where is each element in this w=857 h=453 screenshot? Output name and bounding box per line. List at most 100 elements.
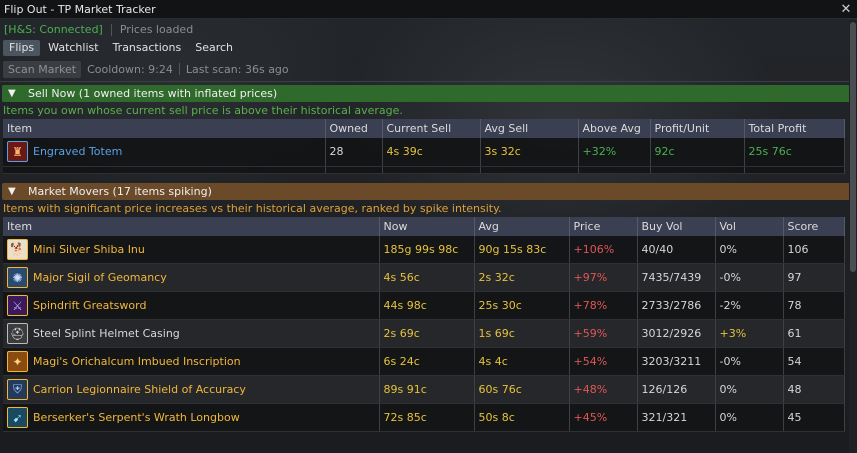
column-header[interactable]: Above Avg <box>578 119 651 138</box>
score-cell: 54 <box>783 347 845 376</box>
score-cell: 45 <box>783 403 845 432</box>
item-name[interactable]: Carrion Legionnaire Shield of Accuracy <box>33 383 246 396</box>
avg-cell: 2s 32c <box>474 263 570 292</box>
collapse-arrow-icon: ▼ <box>8 185 16 197</box>
price-cell: +59% <box>569 319 638 348</box>
greatsword-icon: ⚔ <box>7 295 28 316</box>
item-name[interactable]: Mini Silver Shiba Inu <box>33 242 145 256</box>
last-scan-text: Last scan: 36s ago <box>185 62 289 76</box>
vol-cell: +3% <box>715 319 784 348</box>
item-name[interactable]: Berserker's Serpent's Wrath Longbow <box>33 411 240 424</box>
totem-icon: ♜ <box>7 141 28 163</box>
item-name[interactable]: Major Sigil of Geomancy <box>33 271 167 284</box>
table-row[interactable]: ⚔ Spindrift Greatsword 44s 98c 25s 30c +… <box>3 291 845 320</box>
price-cell: +106% <box>569 235 638 264</box>
tab-search[interactable]: Search <box>195 40 234 54</box>
table-header-row: Item Owned Current Sell Avg Sell Above A… <box>3 119 845 138</box>
column-header[interactable]: Avg <box>474 216 570 236</box>
helmet-icon: ⛑ <box>7 323 28 344</box>
table-row[interactable]: ✦ Magi's Orichalcum Imbued Inscription 6… <box>3 347 845 376</box>
separator <box>0 81 857 82</box>
column-header[interactable]: Avg Sell <box>480 119 579 138</box>
table-row[interactable]: ➹ Berserker's Serpent's Wrath Longbow 72… <box>3 403 845 432</box>
score-cell: 78 <box>783 291 845 320</box>
shiba-icon: 🐕 <box>7 238 28 260</box>
vol-cell: -2% <box>715 291 784 320</box>
column-header[interactable]: Item <box>3 216 380 236</box>
item-cell: ⚔ Spindrift Greatsword <box>3 291 380 320</box>
divider <box>178 63 180 75</box>
column-header[interactable]: Now <box>379 216 475 236</box>
item-name[interactable]: Magi's Orichalcum Imbued Inscription <box>33 355 241 368</box>
avg-cell: 25s 30c <box>474 291 570 320</box>
table-row[interactable]: 🐕 Mini Silver Shiba Inu 185g 99s 98c 90g… <box>3 235 845 264</box>
column-header[interactable]: Item <box>3 119 326 138</box>
item-name[interactable]: Spindrift Greatsword <box>33 299 147 312</box>
tab-transactions[interactable]: Transactions <box>112 40 182 54</box>
table-row[interactable]: ⛨ Carrion Legionnaire Shield of Accuracy… <box>3 375 845 404</box>
connection-status: [H&S: Connected] <box>4 23 103 36</box>
now-cell: 89s 91c <box>379 375 475 404</box>
column-header[interactable]: Current Sell <box>382 119 481 138</box>
vol-cell: -0% <box>715 263 784 292</box>
owned-cell: 28 <box>325 138 383 167</box>
status-row: [H&S: Connected] Prices loaded <box>0 20 857 39</box>
price-cell: +78% <box>569 291 638 320</box>
table-header-row: Item Now Avg Price Buy Vol Vol Score <box>3 216 845 236</box>
scan-market-button[interactable]: Scan Market <box>3 60 82 78</box>
total-profit-cell: 25s 76c <box>744 138 845 167</box>
sell-now-table: Item Owned Current Sell Avg Sell Above A… <box>3 119 845 174</box>
vertical-scrollbar[interactable] <box>849 20 857 453</box>
now-cell: 4s 56c <box>379 263 475 292</box>
item-name[interactable]: Steel Splint Helmet Casing <box>33 327 180 340</box>
item-name[interactable]: Engraved Totem <box>33 145 123 159</box>
table-row[interactable]: ✺ Major Sigil of Geomancy 4s 56c 2s 32c … <box>3 263 845 292</box>
buy-vol-cell: 126/126 <box>637 375 716 404</box>
window-title: Flip Out - TP Market Tracker <box>4 2 156 16</box>
market-movers-header[interactable]: ▼ Market Movers (17 items spiking) <box>2 182 855 200</box>
buy-vol-cell: 3203/3211 <box>637 347 716 376</box>
column-header[interactable]: Owned <box>325 119 383 138</box>
market-movers-title: Market Movers (17 items spiking) <box>28 184 212 198</box>
avg-cell: 60s 76c <box>474 375 570 404</box>
column-header[interactable]: Total Profit <box>744 119 845 138</box>
column-header[interactable]: Buy Vol <box>637 216 716 236</box>
table-row[interactable]: ♜ Engraved Totem 28 4s 39c 3s 32c +32% 9… <box>3 138 845 167</box>
avg-cell: 4s 4c <box>474 347 570 376</box>
above-avg-cell: +32% <box>578 138 651 167</box>
score-cell: 48 <box>783 375 845 404</box>
tab-watchlist[interactable]: Watchlist <box>48 40 99 54</box>
scrollbar-thumb[interactable] <box>850 22 856 272</box>
shield-icon: ⛨ <box>7 379 28 400</box>
inscription-icon: ✦ <box>7 351 28 372</box>
vol-cell: 0% <box>715 375 784 404</box>
now-cell: 72s 85c <box>379 403 475 432</box>
sell-now-header[interactable]: ▼ Sell Now (1 owned items with inflated … <box>2 85 855 102</box>
item-cell: ⛨ Carrion Legionnaire Shield of Accuracy <box>3 375 380 404</box>
column-header[interactable]: Profit/Unit <box>650 119 745 138</box>
now-cell: 44s 98c <box>379 291 475 320</box>
avg-cell: 90g 15s 83c <box>474 235 570 264</box>
title-bar[interactable]: Flip Out - TP Market Tracker ✕ <box>0 0 857 19</box>
price-cell: +97% <box>569 263 638 292</box>
item-cell: ➹ Berserker's Serpent's Wrath Longbow <box>3 403 380 432</box>
column-header[interactable]: Score <box>783 216 845 236</box>
column-header[interactable]: Price <box>569 216 638 236</box>
sigil-icon: ✺ <box>7 267 28 288</box>
table-spacer-row <box>3 166 845 174</box>
table-row[interactable]: ⛑ Steel Splint Helmet Casing 2s 69c 1s 6… <box>3 319 845 348</box>
tab-bar: Flips Watchlist Transactions Search <box>0 39 857 56</box>
price-cell: +48% <box>569 375 638 404</box>
tab-flips[interactable]: Flips <box>3 39 41 56</box>
collapse-arrow-icon: ▼ <box>8 88 16 99</box>
item-cell: ✦ Magi's Orichalcum Imbued Inscription <box>3 347 380 376</box>
profit-unit-cell: 92c <box>650 138 745 167</box>
close-icon[interactable]: ✕ <box>840 1 852 17</box>
item-cell: ♜ Engraved Totem <box>3 138 326 167</box>
vol-cell: -0% <box>715 347 784 376</box>
buy-vol-cell: 7435/7439 <box>637 263 716 292</box>
score-cell: 61 <box>783 319 845 348</box>
now-cell: 6s 24c <box>379 347 475 376</box>
prices-status: Prices loaded <box>119 23 194 36</box>
column-header[interactable]: Vol <box>715 216 784 236</box>
